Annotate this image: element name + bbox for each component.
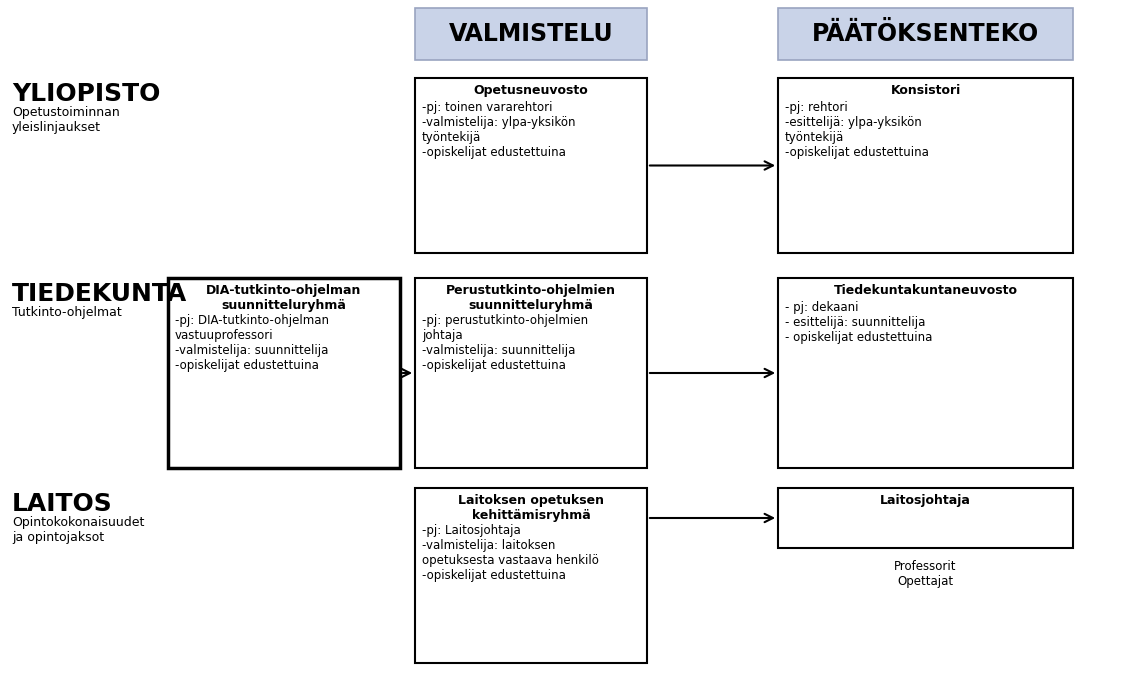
Text: -pj: perustutkinto-ohjelmien
johtaja
-valmistelija: suunnittelija
-opiskelijat e: -pj: perustutkinto-ohjelmien johtaja -va… bbox=[423, 314, 588, 372]
Text: Opetustoiminnan
yleislinjaukset: Opetustoiminnan yleislinjaukset bbox=[13, 106, 120, 134]
Text: Professorit
Opettajat: Professorit Opettajat bbox=[894, 560, 957, 588]
Text: LAITOS: LAITOS bbox=[13, 492, 113, 516]
FancyBboxPatch shape bbox=[167, 278, 400, 468]
Text: -pj: DIA-tutkinto-ohjelman
vastuuprofessori
-valmistelija: suunnittelija
-opiske: -pj: DIA-tutkinto-ohjelman vastuuprofess… bbox=[175, 314, 329, 372]
Text: -pj: toinen vararehtori
-valmistelija: ylpa-yksikön
työntekijä
-opiskelijat edus: -pj: toinen vararehtori -valmistelija: y… bbox=[423, 101, 575, 159]
FancyBboxPatch shape bbox=[415, 8, 647, 60]
Text: Opetusneuvosto: Opetusneuvosto bbox=[474, 84, 589, 97]
Text: TIEDEKUNTA: TIEDEKUNTA bbox=[13, 282, 187, 306]
Text: DIA-tutkinto-ohjelman
suunnitteluryhmä: DIA-tutkinto-ohjelman suunnitteluryhmä bbox=[206, 284, 362, 312]
Text: VALMISTELU: VALMISTELU bbox=[449, 22, 613, 46]
FancyBboxPatch shape bbox=[415, 78, 647, 253]
FancyBboxPatch shape bbox=[778, 8, 1073, 60]
FancyBboxPatch shape bbox=[778, 278, 1073, 468]
Text: Laitoksen opetuksen
kehittämisryhmä: Laitoksen opetuksen kehittämisryhmä bbox=[458, 494, 604, 522]
Text: -pj: rehtori
-esittelijä: ylpa-yksikön
työntekijä
-opiskelijat edustettuina: -pj: rehtori -esittelijä: ylpa-yksikön t… bbox=[785, 101, 929, 159]
Text: Tutkinto-ohjelmat: Tutkinto-ohjelmat bbox=[13, 306, 122, 319]
Text: PÄÄTÖKSENTEKO: PÄÄTÖKSENTEKO bbox=[812, 22, 1039, 46]
FancyBboxPatch shape bbox=[778, 488, 1073, 548]
Text: - pj: dekaani
- esittelijä: suunnittelija
- opiskelijat edustettuina: - pj: dekaani - esittelijä: suunnittelij… bbox=[785, 301, 933, 344]
Text: Perustutkinto-ohjelmien
suunnitteluryhmä: Perustutkinto-ohjelmien suunnitteluryhmä bbox=[446, 284, 616, 312]
Text: Laitosjohtaja: Laitosjohtaja bbox=[880, 494, 970, 507]
Text: Tiedekuntakuntaneuvosto: Tiedekuntakuntaneuvosto bbox=[834, 284, 1017, 297]
Text: -pj: Laitosjohtaja
-valmistelija: laitoksen
opetuksesta vastaava henkilö
-opiske: -pj: Laitosjohtaja -valmistelija: laitok… bbox=[423, 524, 599, 582]
FancyBboxPatch shape bbox=[778, 78, 1073, 253]
Text: YLIOPISTO: YLIOPISTO bbox=[13, 82, 161, 106]
FancyBboxPatch shape bbox=[415, 488, 647, 663]
Text: Konsistori: Konsistori bbox=[891, 84, 960, 97]
FancyBboxPatch shape bbox=[415, 278, 647, 468]
Text: Opintokokonaisuudet
ja opintojaksot: Opintokokonaisuudet ja opintojaksot bbox=[13, 516, 145, 544]
